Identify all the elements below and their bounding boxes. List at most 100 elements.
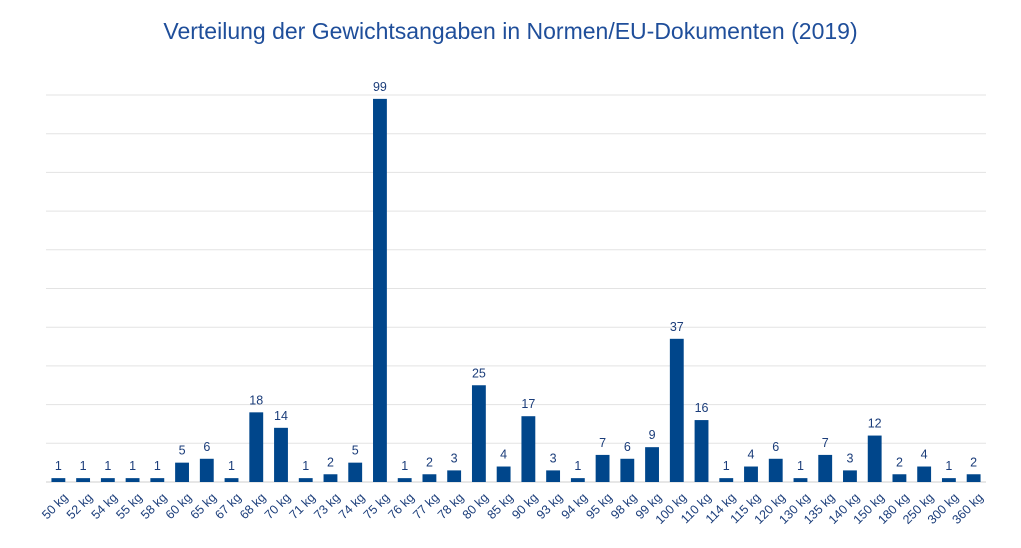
data-label: 1	[302, 459, 309, 473]
data-label: 3	[550, 451, 557, 465]
bar	[100, 478, 115, 482]
data-label: 4	[500, 448, 507, 462]
bar	[496, 466, 511, 482]
x-tick-label: 52 kg	[64, 490, 96, 522]
x-tick-label: 54 kg	[89, 490, 121, 522]
data-label: 1	[55, 459, 62, 473]
data-label: 2	[896, 455, 903, 469]
bar	[768, 458, 783, 482]
bar	[199, 458, 214, 482]
data-label: 1	[797, 459, 804, 473]
bar	[175, 462, 189, 482]
bar	[793, 478, 808, 482]
bar	[744, 466, 758, 482]
data-label: 1	[723, 459, 730, 473]
x-tick-label: 73 kg	[311, 490, 343, 522]
bar	[941, 478, 956, 482]
bar	[917, 466, 932, 482]
data-label: 6	[772, 440, 779, 454]
data-label: 1	[80, 459, 87, 473]
bar	[645, 447, 659, 482]
data-label: 37	[670, 320, 684, 334]
bar	[546, 470, 561, 482]
data-label: 17	[521, 397, 535, 411]
data-label: 1	[945, 459, 952, 473]
bar	[447, 470, 462, 482]
bar	[274, 427, 288, 482]
x-tick-label: 58 kg	[138, 490, 170, 522]
x-tick-label: 67 kg	[212, 490, 244, 522]
data-label: 3	[846, 451, 853, 465]
x-tick-label: 93 kg	[534, 490, 566, 522]
data-label: 9	[649, 428, 656, 442]
x-tick-label: 76 kg	[385, 490, 417, 522]
chart-title: Verteilung der Gewichtsangaben in Normen…	[163, 18, 858, 44]
data-label: 2	[327, 455, 334, 469]
bar	[966, 474, 981, 482]
data-label: 1	[104, 459, 111, 473]
data-label: 14	[274, 409, 288, 423]
bar	[471, 385, 486, 482]
bar	[249, 412, 264, 482]
gridlines	[46, 94, 986, 483]
x-tick-label: 77 kg	[410, 490, 442, 522]
x-tick-label: 74 kg	[336, 490, 368, 522]
bar	[521, 416, 536, 482]
bar	[373, 98, 387, 483]
x-tick-label: 71 kg	[287, 490, 319, 522]
bar	[694, 420, 709, 482]
bar	[76, 478, 91, 482]
data-label: 4	[921, 448, 928, 462]
bar	[397, 478, 412, 482]
data-label: 99	[373, 80, 387, 94]
data-label: 1	[129, 459, 136, 473]
bar	[595, 454, 610, 482]
bar	[570, 478, 585, 482]
data-label: 6	[203, 440, 210, 454]
x-tick-label: 70 kg	[262, 490, 294, 522]
x-tick-label: 75 kg	[361, 490, 393, 522]
data-label: 25	[472, 366, 486, 380]
bar	[892, 474, 907, 482]
x-tick-label: 55 kg	[113, 490, 145, 522]
data-label: 2	[426, 455, 433, 469]
x-tick-label: 95 kg	[583, 490, 615, 522]
x-tick-label: 68 kg	[237, 490, 269, 522]
x-tick-label: 98 kg	[608, 490, 640, 522]
x-tick-label: 60 kg	[163, 490, 195, 522]
bars	[51, 98, 981, 483]
bar	[719, 478, 734, 482]
bar	[298, 478, 313, 482]
bar	[867, 435, 882, 482]
x-tick-label: 94 kg	[559, 490, 591, 522]
data-label: 7	[599, 436, 606, 450]
bar	[348, 462, 363, 482]
bar	[843, 470, 857, 482]
bar	[323, 474, 338, 482]
data-label: 1	[574, 459, 581, 473]
data-label: 4	[748, 448, 755, 462]
x-tick-label: 50 kg	[39, 490, 71, 522]
data-label: 1	[154, 459, 161, 473]
data-label: 3	[451, 451, 458, 465]
x-tick-label: 90 kg	[509, 490, 541, 522]
data-label: 5	[179, 444, 186, 458]
data-label: 6	[624, 440, 631, 454]
x-tick-label: 78 kg	[435, 490, 467, 522]
bar	[422, 474, 437, 482]
bar	[125, 478, 140, 482]
x-tick-label: 80 kg	[460, 490, 492, 522]
data-label: 1	[228, 459, 235, 473]
bar	[818, 454, 833, 482]
data-label: 12	[868, 417, 882, 431]
bar	[224, 478, 239, 482]
data-label: 16	[695, 401, 709, 415]
x-tick-label: 65 kg	[188, 490, 220, 522]
bar	[150, 478, 165, 482]
bar	[669, 338, 684, 482]
data-label: 2	[970, 455, 977, 469]
x-tick-label: 85 kg	[484, 490, 516, 522]
